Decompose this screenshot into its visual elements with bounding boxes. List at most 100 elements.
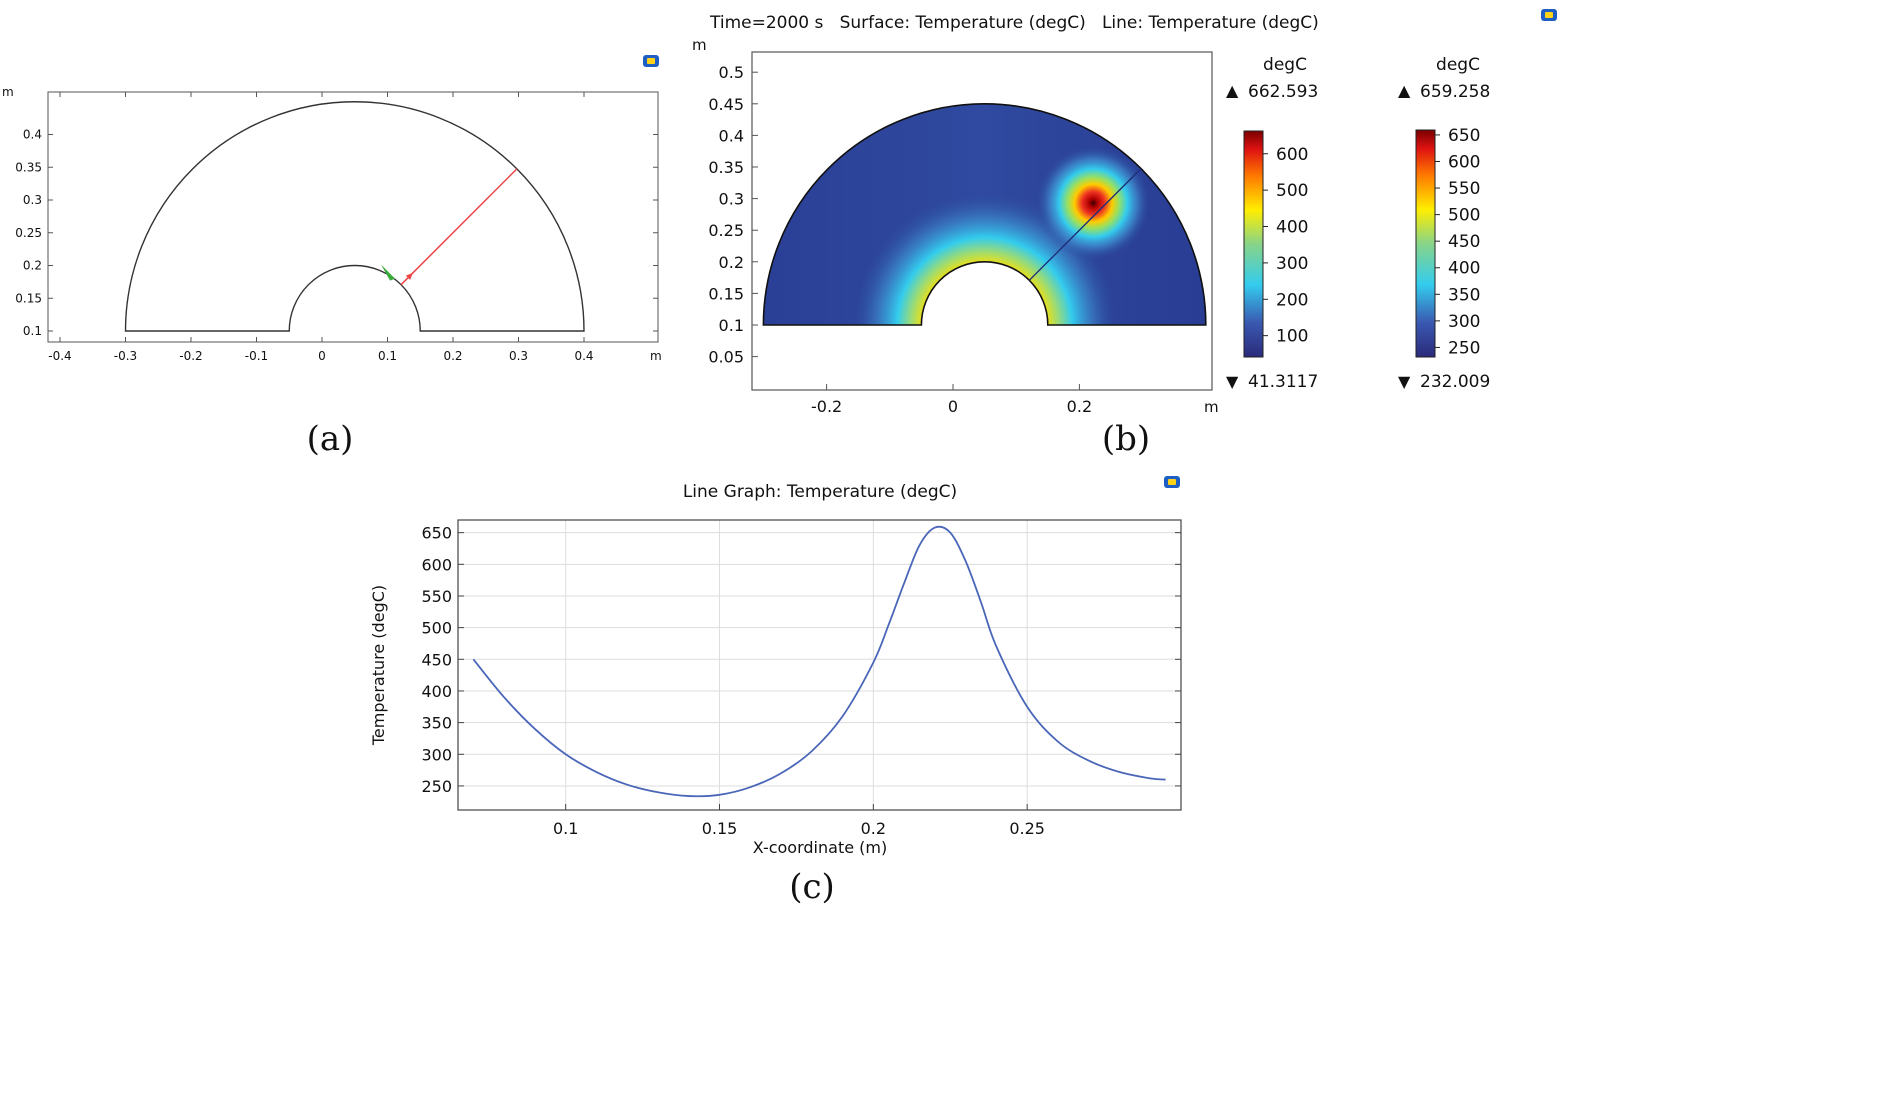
panel-b-y-unit: m	[692, 36, 707, 54]
colorbar-tick-label: 600	[1276, 145, 1308, 165]
panel-a-x-ticks: -0.4 -0.3 -0.2 -0.1 0 0.1 0.2 0.3 0.4	[48, 92, 594, 363]
panel-b-y-tick-label: 0.45	[708, 95, 744, 114]
panel-a-y-tick-label: 0.3	[23, 193, 42, 207]
panel-b-hot-spot	[1036, 146, 1151, 260]
panel-a-y-tick-label: 0.35	[15, 160, 42, 174]
surface-legend-unit: degC	[1263, 55, 1307, 75]
panel-b-x-tick-label: 0.2	[1067, 397, 1092, 416]
chart-x-label: X-coordinate (m)	[753, 838, 887, 857]
panel-a-x-unit: m	[650, 349, 662, 363]
surface-legend-max-marker: ▲	[1226, 81, 1239, 100]
colorbar-tick-label: 650	[1448, 126, 1480, 146]
chart-x-ticks: 0.1 0.15 0.2 0.25	[553, 804, 1045, 838]
colorbar-tick-label: 500	[1276, 181, 1308, 201]
surface-legend-max: 662.593	[1248, 82, 1318, 102]
panel-a-y-unit: m	[2, 85, 14, 99]
panel-b-x-unit: m	[1204, 398, 1219, 416]
colorbar-tick-label: 300	[1276, 254, 1308, 274]
line-legend-max-marker: ▲	[1398, 81, 1411, 100]
panel-b-y-tick-label: 0.1	[719, 316, 744, 335]
colorbar-tick-label: 350	[1448, 285, 1480, 305]
panel-a-x-tick-label: -0.3	[114, 349, 137, 363]
panel-a-x-tick-label: 0.2	[443, 349, 462, 363]
view-icon[interactable]	[1164, 476, 1180, 488]
panel-b-axes-frame	[751, 51, 1213, 391]
y-tick-label: 500	[421, 619, 452, 638]
panel-a-x-tick-label: -0.4	[48, 349, 71, 363]
caption-a: (a)	[307, 419, 354, 459]
y-tick-label: 450	[421, 650, 452, 669]
chart-title: Line Graph: Temperature (degC)	[683, 482, 957, 502]
panel-a-y-tick-label: 0.4	[23, 128, 42, 142]
panel-b-x-tick-label: -0.2	[811, 397, 842, 416]
panel-a-y-tick-label: 0.25	[15, 226, 42, 240]
panel-a-green-arrow	[381, 264, 396, 281]
colorbar-tick-label: 300	[1448, 312, 1480, 332]
line-legend-max: 659.258	[1420, 82, 1490, 102]
view-icon[interactable]	[1541, 9, 1557, 21]
caption-b: (b)	[1102, 419, 1150, 459]
y-tick-label: 250	[421, 777, 452, 796]
panel-a-x-tick-label: 0	[318, 349, 326, 363]
colorbar-tick-label: 600	[1448, 152, 1480, 172]
panel-b-y-tick-label: 0.5	[719, 63, 744, 82]
line-legend-min-marker: ▼	[1398, 372, 1411, 391]
panel-a-y-tick-label: 0.1	[23, 324, 42, 338]
panel-b-y-tick-label: 0.4	[719, 126, 744, 145]
colorbar-tick-label: 100	[1276, 327, 1308, 347]
panel-a-cut-line-arrow	[405, 272, 413, 280]
chart-gridlines	[458, 520, 1181, 810]
surface-colorbar: degC ▲ 662.593 100 200 300 400 500 600 ▼ 41.3…	[1226, 55, 1318, 392]
panel-b-title: Time=2000 s Surface: Temperature (degC) …	[709, 13, 1319, 33]
panel-b-y-tick-label: 0.05	[708, 348, 744, 367]
panel-b-y-tick-label: 0.2	[719, 253, 744, 272]
panel-a-y-tick-label: 0.2	[23, 259, 42, 273]
line-colorbar: degC ▲ 659.258 250 300 350 400 450 500 550 600 6…	[1398, 55, 1490, 392]
panel-b-y-tick-label: 0.15	[708, 284, 744, 303]
colorbar-tick-label: 250	[1448, 338, 1480, 358]
panel-b-y-tick-label: 0.35	[708, 158, 744, 177]
panel-a-x-tick-label: -0.1	[245, 349, 268, 363]
panel-b-domain-outline	[762, 103, 1207, 326]
panel-a-geometry: -0.4 -0.3 -0.2 -0.1 0 0.1 0.2 0.3 0.4 0.1 0.15 0.2…	[2, 55, 662, 459]
line-legend-unit: degC	[1436, 55, 1480, 75]
y-tick-label: 300	[421, 745, 452, 764]
panel-b-surface-plot: Time=2000 s Surface: Temperature (degC) …	[692, 9, 1557, 459]
colorbar-tick-label: 550	[1448, 179, 1480, 199]
line-colorbar-gradient	[1415, 129, 1436, 358]
surface-colorbar-ticks: 100 200 300 400 500 600	[1263, 145, 1308, 347]
panel-b-y-tick-label: 0.25	[708, 221, 744, 240]
x-tick-label: 0.2	[861, 819, 886, 838]
y-tick-label: 600	[421, 555, 452, 574]
colorbar-tick-label: 500	[1448, 206, 1480, 226]
panel-b-y-tick-label: 0.3	[719, 190, 744, 209]
y-tick-label: 650	[421, 524, 452, 543]
surface-colorbar-gradient	[1243, 130, 1264, 358]
panel-a-y-tick-label: 0.15	[15, 291, 42, 305]
panel-a-y-ticks: 0.1 0.15 0.2 0.25 0.3 0.35 0.4	[15, 128, 658, 338]
view-icon[interactable]	[643, 55, 659, 67]
surface-legend-min-marker: ▼	[1226, 372, 1239, 391]
line-colorbar-ticks: 250 300 350 400 450 500 550 600 650	[1435, 126, 1480, 358]
caption-c: (c)	[789, 867, 835, 907]
panel-a-axes-frame	[47, 91, 659, 343]
panel-a-cut-line	[400, 168, 518, 286]
panel-b-x-ticks: -0.2 0 0.2	[811, 384, 1092, 416]
panel-a-x-tick-label: -0.2	[179, 349, 202, 363]
chart-y-label: Temperature (degC)	[369, 585, 388, 746]
y-tick-label: 550	[421, 587, 452, 606]
colorbar-tick-label: 400	[1448, 259, 1480, 279]
panel-a-x-tick-label: 0.1	[378, 349, 397, 363]
x-tick-label: 0.1	[553, 819, 578, 838]
colorbar-tick-label: 400	[1276, 218, 1308, 238]
chart-y-ticks: 250 300 350 400 450 500 550 600 650	[421, 524, 1181, 796]
x-tick-label: 0.15	[702, 819, 738, 838]
y-tick-label: 400	[421, 682, 452, 701]
panel-c-line-graph: Line Graph: Temperature (degC) 0.1 0.15 0.…	[369, 476, 1182, 907]
colorbar-tick-label: 450	[1448, 232, 1480, 252]
colorbar-tick-label: 200	[1276, 290, 1308, 310]
y-tick-label: 350	[421, 714, 452, 733]
x-tick-label: 0.25	[1009, 819, 1045, 838]
panel-b-y-ticks: 0.05 0.1 0.15 0.2 0.25 0.3 0.35 0.4 0.45 0.5	[708, 63, 758, 367]
series-line-temperature	[472, 525, 1166, 798]
